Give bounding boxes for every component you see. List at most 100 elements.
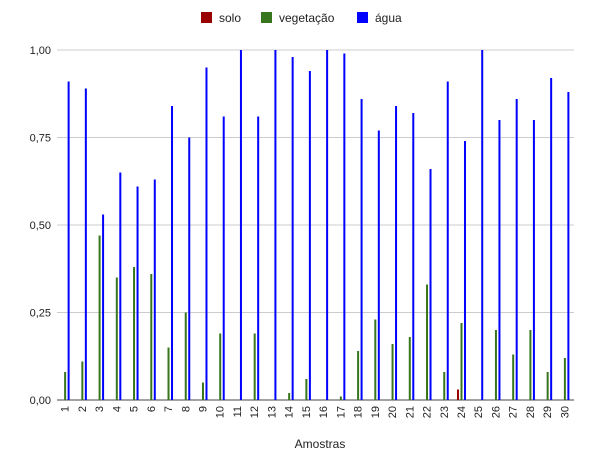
gridlines (57, 49, 574, 401)
x-tick-label: 14 (284, 406, 296, 418)
x-tick-label: 20 (387, 406, 399, 418)
x-tick-label: 12 (249, 406, 261, 418)
bar-água-20 (395, 106, 398, 400)
x-tick-label: 16 (318, 406, 330, 418)
x-tick-label: 17 (335, 406, 347, 418)
x-tick-label: 6 (146, 406, 158, 412)
bar-água-8 (188, 137, 191, 400)
bar-água-13 (274, 50, 277, 400)
x-tick-label: 30 (559, 406, 571, 418)
bar-vegetação-3 (98, 235, 101, 400)
x-tick-label: 13 (266, 406, 278, 418)
bar-vegetação-5 (133, 267, 136, 400)
bar-água-26 (498, 120, 501, 400)
x-tick-label: 15 (301, 406, 313, 418)
bar-água-18 (360, 99, 363, 400)
bar-vegetação-30 (563, 358, 566, 400)
legend-swatch-0 (201, 12, 212, 23)
x-tick-label: 29 (542, 406, 554, 418)
bar-vegetação-15 (305, 379, 308, 400)
bar-vegetação-18 (357, 351, 360, 400)
x-tick-label: 10 (215, 406, 227, 418)
bar-água-1 (67, 81, 70, 400)
x-axis-ticks: 1 2 3 4 5 6 7 8 9 10 11 12 13 14 15 16 17 18 19 20 21 22 23 24 2… (60, 406, 572, 418)
bar-água-2 (84, 88, 87, 400)
x-tick-label: 19 (370, 406, 382, 418)
bar-água-24 (463, 141, 466, 400)
bar-vegetação-9 (201, 382, 204, 400)
legend-label-0: solo (219, 11, 241, 25)
legend-swatch-1 (261, 12, 272, 23)
x-tick-label: 3 (94, 406, 106, 412)
x-tick-label: 1 (60, 406, 72, 412)
x-axis-label: Amostras (295, 437, 346, 451)
x-tick-label: 4 (111, 406, 123, 412)
bar-vegetação-7 (167, 347, 170, 400)
bar-vegetação-20 (391, 344, 394, 400)
x-tick-label: 5 (129, 406, 141, 412)
y-tick-label: 0,75 (30, 133, 51, 145)
bar-vegetação-2 (81, 361, 84, 400)
bar-vegetação-19 (374, 319, 377, 400)
bar-vegetação-12 (253, 333, 256, 400)
bar-vegetação-26 (494, 330, 497, 400)
y-tick-label: 1,00 (30, 45, 51, 57)
bar-água-11 (239, 50, 242, 400)
bar-vegetação-24 (460, 323, 463, 400)
x-tick-label: 2 (77, 406, 89, 412)
legend: solo vegetação água (201, 11, 402, 25)
x-tick-label: 18 (353, 406, 365, 418)
bar-vegetação-29 (546, 372, 549, 400)
x-tick-label: 7 (163, 406, 175, 412)
y-tick-label: 0,50 (30, 220, 51, 232)
x-tick-label: 8 (180, 406, 192, 412)
bar-água-17 (343, 53, 346, 400)
bar-água-4 (119, 172, 122, 400)
bar-vegetação-21 (408, 337, 411, 400)
bar-água-29 (550, 78, 553, 400)
x-tick-label: 22 (422, 406, 434, 418)
bar-água-6 (153, 179, 156, 400)
bar-vegetação-14 (288, 393, 291, 400)
bar-vegetação-10 (219, 333, 222, 400)
bar-solo-24 (456, 389, 459, 400)
legend-label-2: água (375, 11, 402, 25)
bar-vegetação-27 (512, 354, 515, 400)
bar-água-3 (102, 214, 105, 400)
bar-água-10 (222, 116, 225, 400)
bars (64, 50, 570, 400)
bar-vegetação-28 (529, 330, 532, 400)
x-tick-label: 23 (439, 406, 451, 418)
bar-água-28 (532, 120, 535, 400)
x-tick-label: 9 (197, 406, 209, 412)
bar-vegetação-22 (426, 284, 429, 400)
x-tick-label: 26 (490, 406, 502, 418)
bar-água-15 (308, 71, 311, 400)
bar-água-9 (205, 67, 208, 400)
x-tick-label: 21 (404, 406, 416, 418)
bar-água-5 (136, 186, 139, 400)
x-tick-label: 24 (456, 406, 468, 418)
bar-água-19 (377, 130, 380, 400)
bar-vegetação-23 (443, 372, 446, 400)
bar-água-30 (567, 92, 570, 400)
bar-vegetação-1 (64, 372, 67, 400)
bar-água-14 (291, 57, 294, 400)
x-tick-label: 25 (473, 406, 485, 418)
legend-label-1: vegetação (279, 11, 335, 25)
y-tick-label: 0,25 (30, 308, 51, 320)
bar-água-23 (446, 81, 449, 400)
bar-vegetação-4 (115, 277, 118, 400)
y-axis-ticks: 0,00 0,25 0,50 0,75 1,00 (30, 45, 51, 407)
bar-água-12 (257, 116, 260, 400)
y-tick-label: 0,00 (30, 395, 51, 407)
bar-água-27 (515, 99, 518, 400)
bar-vegetação-17 (339, 396, 342, 400)
bar-vegetação-8 (184, 312, 187, 400)
bar-água-16 (326, 50, 329, 400)
bar-água-7 (171, 106, 174, 400)
x-tick-label: 11 (232, 406, 244, 417)
x-tick-label: 27 (508, 406, 520, 418)
bar-água-21 (412, 113, 415, 400)
